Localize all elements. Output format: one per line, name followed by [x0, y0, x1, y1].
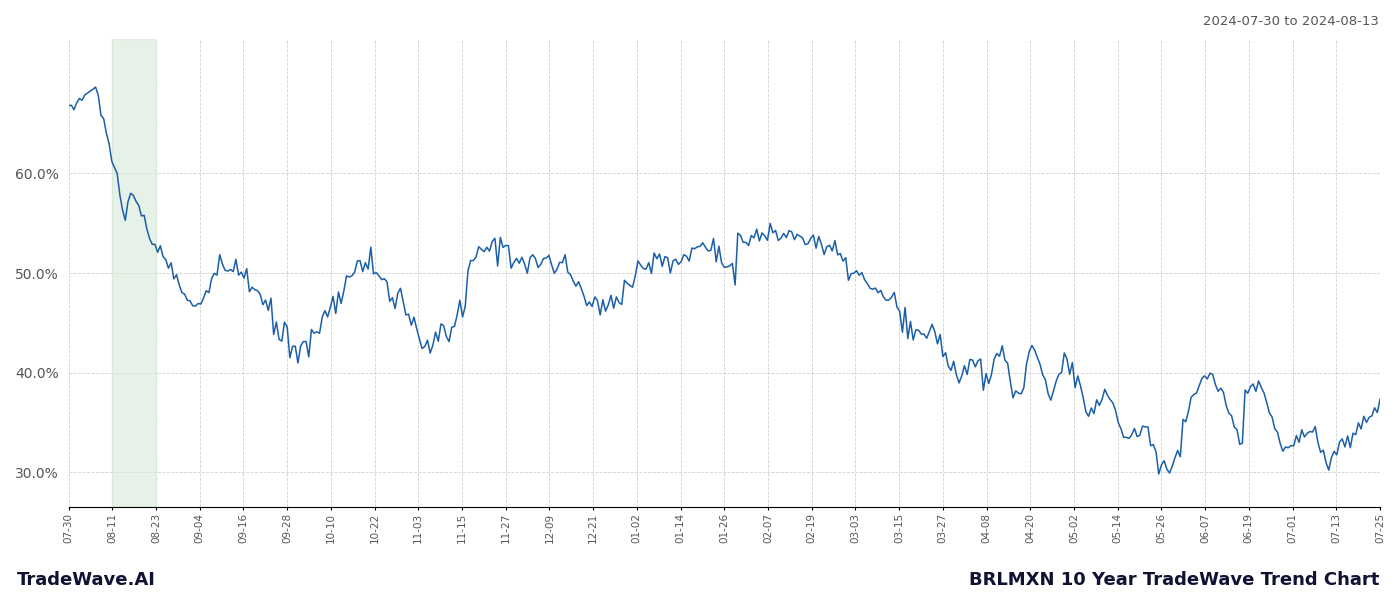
Bar	[112, 39, 155, 507]
Text: TradeWave.AI: TradeWave.AI	[17, 571, 155, 589]
Text: 2024-07-30 to 2024-08-13: 2024-07-30 to 2024-08-13	[1203, 15, 1379, 28]
Text: BRLMXN 10 Year TradeWave Trend Chart: BRLMXN 10 Year TradeWave Trend Chart	[969, 571, 1379, 589]
